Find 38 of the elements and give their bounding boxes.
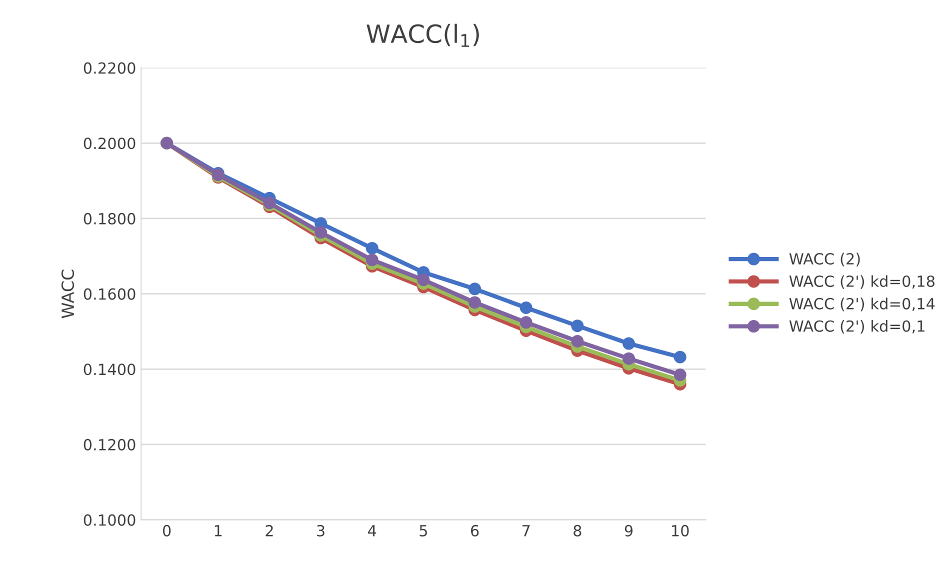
legend-label: WACC (2') kd=0,14 xyxy=(789,298,935,312)
y-tick-label: 0.1800 xyxy=(84,212,136,224)
y-tick-label: 0.1600 xyxy=(84,288,136,300)
legend-label: WACC (2') kd=0,1 xyxy=(789,320,924,334)
point xyxy=(571,335,584,348)
point xyxy=(520,301,532,314)
point xyxy=(622,352,636,365)
x-tick-label: 2 xyxy=(266,524,273,536)
point xyxy=(366,254,378,266)
x-tick-label: 4 xyxy=(368,525,376,536)
point xyxy=(674,350,686,364)
y-axis-title: WACC xyxy=(61,270,74,318)
x-tick-label: 6 xyxy=(470,524,479,536)
x-tick-label: 1 xyxy=(214,525,222,536)
x-tick-label: 7 xyxy=(522,525,530,536)
point xyxy=(314,226,328,239)
point xyxy=(468,282,482,296)
x-tick-label: 3 xyxy=(317,524,324,536)
point xyxy=(366,242,378,254)
y-tick-label: 0.1400 xyxy=(84,364,136,376)
chart-title: WACC(l$_{1}$) xyxy=(366,24,479,47)
legend-label: WACC (2') kd=0,18 xyxy=(789,275,935,289)
x-tick-label: 10 xyxy=(672,524,689,536)
x-tick-label: 8 xyxy=(574,524,582,536)
legend-label: WACC (2) xyxy=(789,252,860,266)
y-tick-label: 0.1200 xyxy=(84,438,136,450)
point xyxy=(417,274,430,286)
point xyxy=(622,337,636,350)
point xyxy=(571,320,584,332)
y-tick-label: 0.1000 xyxy=(84,514,136,526)
y-tick-label: 0.2000 xyxy=(84,138,136,150)
point xyxy=(468,296,482,309)
x-tick-label: 9 xyxy=(624,524,633,536)
point xyxy=(674,368,686,382)
point xyxy=(520,316,532,329)
x-tick-label: 5 xyxy=(420,525,427,536)
x-tick-label: 0 xyxy=(162,524,171,536)
y-tick-label: 0.2200 xyxy=(84,62,136,74)
